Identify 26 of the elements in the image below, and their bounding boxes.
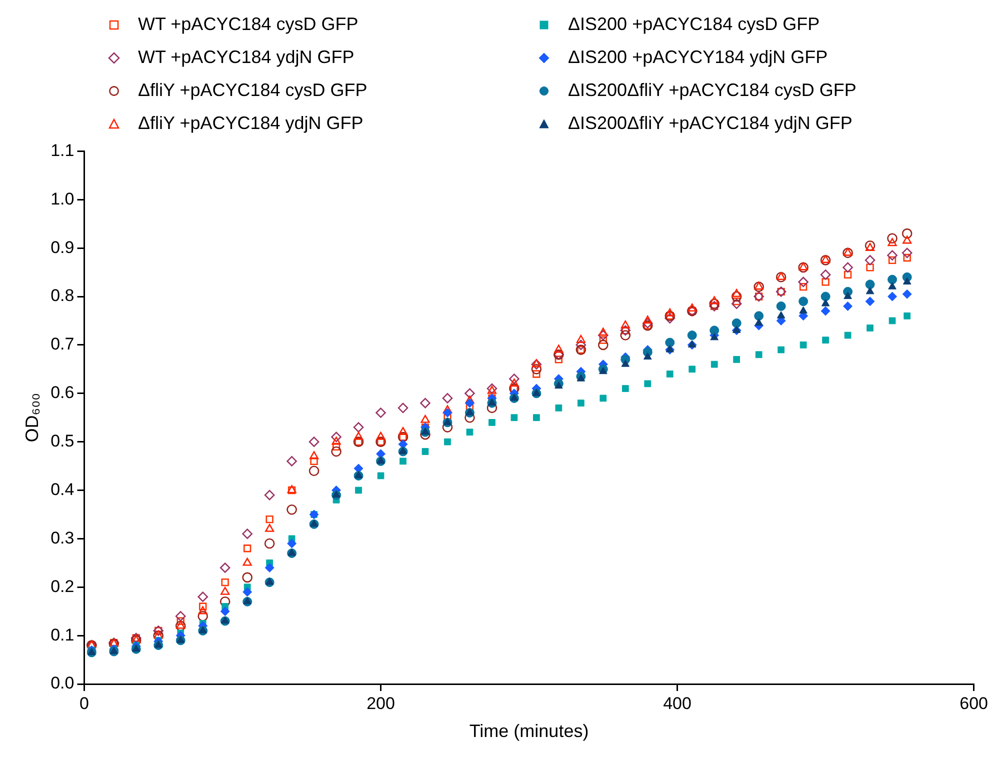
x-tick-label: 400 xyxy=(663,694,692,713)
x-tick-label: 600 xyxy=(960,694,988,713)
y-tick-label: 0.2 xyxy=(50,576,74,596)
legend-label: WT +pACYC184 ydjN GFP xyxy=(138,47,354,68)
legend-label: ΔfliY +pACYC184 cysD GFP xyxy=(138,80,368,101)
y-axis-title: OD₆₀₀ xyxy=(22,393,42,442)
y-tick-label: 0.9 xyxy=(50,238,74,257)
legend-label: ΔIS200 +pACYCY184 ydjN GFP xyxy=(568,47,828,68)
legend-label: ΔfliY +pACYC184 ydjN GFP xyxy=(138,113,364,134)
legend-label: WT +pACYC184 cysD GFP xyxy=(138,14,358,35)
x-axis-title: Time (minutes) xyxy=(469,721,589,742)
x-tick-label: 200 xyxy=(366,694,395,713)
y-tick-label: 1.0 xyxy=(50,189,74,208)
legend-label: ΔIS200 +pACYC184 cysD GFP xyxy=(568,14,820,35)
y-tick-label: 0.0 xyxy=(50,674,74,693)
y-tick-label: 1.1 xyxy=(50,140,74,160)
y-tick-label: 0.7 xyxy=(50,334,74,354)
y-tick-label: 0.4 xyxy=(50,480,74,499)
legend-label: ΔIS200ΔfliY +pACYC184 cysD GFP xyxy=(568,80,856,101)
x-tick-label: 0 xyxy=(80,694,89,713)
y-tick-label: 0.1 xyxy=(50,625,74,644)
y-tick-label: 0.3 xyxy=(50,528,74,548)
y-tick-label: 0.6 xyxy=(50,383,74,402)
y-tick-label: 0.8 xyxy=(50,286,74,306)
y-tick-label: 0.5 xyxy=(50,432,74,451)
legend-label: ΔIS200ΔfliY +pACYC184 ydjN GFP xyxy=(568,113,852,134)
